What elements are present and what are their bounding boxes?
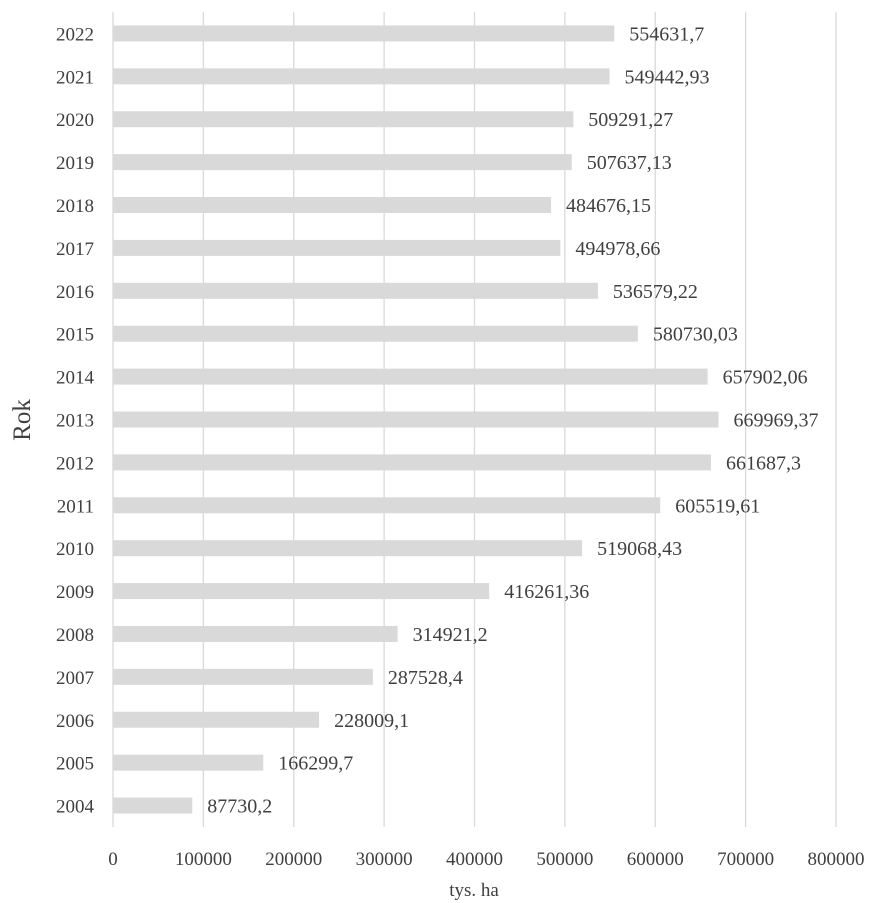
category-label-2014: 2014 <box>56 368 95 389</box>
bar-2005 <box>113 754 264 771</box>
data-label-2021: 549442,93 <box>625 66 710 88</box>
category-labels: 2022 2021 2020 2019 2018 2017 2016 2015 2014 2013… <box>56 24 95 817</box>
data-label-2020: 509291,27 <box>588 109 673 131</box>
category-label-2009: 2009 <box>56 582 94 603</box>
data-label-2018: 484676,15 <box>566 195 651 217</box>
x-tick-label: 100000 <box>175 849 232 870</box>
category-label-2020: 2020 <box>56 110 94 131</box>
x-tick-label: 400000 <box>446 849 503 870</box>
category-label-2018: 2018 <box>56 196 94 217</box>
data-labels: 554631,7 549442,93 509291,27 507637,13 48467… <box>207 23 818 817</box>
x-tick-label: 600000 <box>627 849 684 870</box>
bar-2013 <box>113 411 719 428</box>
data-label-2022: 554631,7 <box>629 23 704 45</box>
bar-2017 <box>113 239 561 256</box>
data-label-2004: 87730,2 <box>207 796 272 818</box>
data-label-2009: 416261,36 <box>504 581 589 603</box>
category-label-2008: 2008 <box>56 625 94 646</box>
category-label-2019: 2019 <box>56 153 94 174</box>
bar-2020 <box>113 111 574 128</box>
bar-2016 <box>113 282 598 299</box>
category-label-2006: 2006 <box>56 711 94 732</box>
data-label-2011: 605519,61 <box>675 495 760 517</box>
category-label-2022: 2022 <box>56 24 94 45</box>
bar-2006 <box>113 711 320 728</box>
bars <box>113 25 719 814</box>
bar-2012 <box>113 454 711 471</box>
y-axis-title: Rok <box>9 399 36 441</box>
data-label-2012: 661687,3 <box>726 452 801 474</box>
data-label-2019: 507637,13 <box>587 152 672 174</box>
data-label-2010: 519068,43 <box>597 538 682 560</box>
bar-2004 <box>113 797 193 814</box>
bar-2007 <box>113 668 373 685</box>
data-label-2008: 314921,2 <box>413 624 488 646</box>
x-tick-label: 700000 <box>717 849 774 870</box>
category-label-2007: 2007 <box>56 668 94 689</box>
category-label-2011: 2011 <box>57 496 94 517</box>
data-label-2014: 657902,06 <box>723 367 808 389</box>
x-axis-title: tys. ha <box>449 880 499 901</box>
category-label-2013: 2013 <box>56 411 94 432</box>
x-tick-label: 500000 <box>536 849 593 870</box>
bar-2019 <box>113 154 572 171</box>
x-tick-labels: 0 100000 200000 300000 400000 500000 600000 700… <box>108 849 864 870</box>
bar-2018 <box>113 197 552 214</box>
category-label-2016: 2016 <box>56 282 94 303</box>
bar-2008 <box>113 625 398 642</box>
x-tick-label: 200000 <box>265 849 322 870</box>
bar-2021 <box>113 68 610 85</box>
bar-2015 <box>113 325 638 342</box>
category-label-2017: 2017 <box>56 239 94 260</box>
category-label-2004: 2004 <box>56 797 95 818</box>
data-label-2017: 494978,66 <box>575 238 660 260</box>
x-tick-label: 800000 <box>808 849 865 870</box>
data-label-2006: 228009,1 <box>334 710 409 732</box>
x-tick-label: 300000 <box>356 849 413 870</box>
category-label-2015: 2015 <box>56 325 94 346</box>
bar-2009 <box>113 583 490 600</box>
category-label-2021: 2021 <box>56 67 94 88</box>
bar-2011 <box>113 497 661 514</box>
category-label-2010: 2010 <box>56 539 94 560</box>
bar-2014 <box>113 368 708 385</box>
data-label-2005: 166299,7 <box>278 753 353 775</box>
bar-2010 <box>113 540 583 557</box>
data-label-2016: 536579,22 <box>613 281 698 303</box>
x-tick-label: 0 <box>108 849 118 870</box>
bar-2022 <box>113 25 615 42</box>
data-label-2015: 580730,03 <box>653 324 738 346</box>
data-label-2007: 287528,4 <box>388 667 463 689</box>
category-label-2012: 2012 <box>56 453 94 474</box>
data-label-2013: 669969,37 <box>733 410 818 432</box>
category-label-2005: 2005 <box>56 754 94 775</box>
